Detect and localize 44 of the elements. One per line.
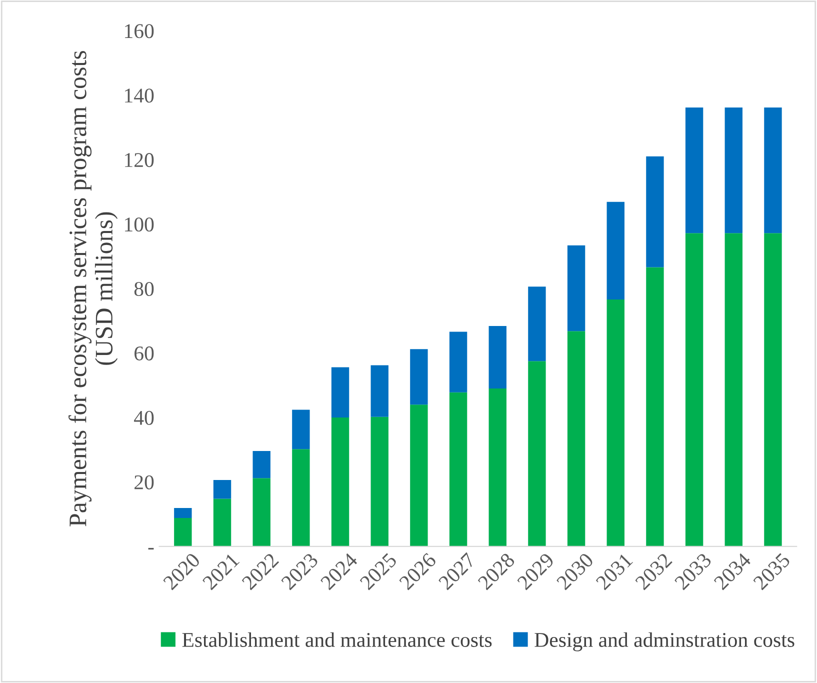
- bar: [252, 478, 270, 546]
- bar: [331, 417, 350, 546]
- legend-label: Design and adminstration costs: [534, 632, 794, 652]
- bar: [213, 480, 232, 499]
- bar: [410, 349, 428, 405]
- bar: [528, 361, 546, 546]
- bar: [724, 233, 742, 546]
- bar: [252, 451, 270, 478]
- bar: [567, 245, 586, 332]
- bar: [685, 233, 704, 546]
- bar: [764, 107, 782, 234]
- bar: [764, 233, 782, 546]
- bar: [449, 332, 468, 392]
- bar: [488, 326, 506, 388]
- bar: [685, 107, 704, 234]
- bar: [331, 367, 350, 418]
- y-tick-label: 100: [125, 217, 154, 232]
- y-tick-label: 20: [134, 475, 154, 490]
- bar: [292, 449, 310, 546]
- bar: [528, 286, 546, 362]
- bar: [213, 498, 232, 546]
- y-tick-label: 80: [134, 282, 154, 296]
- bar: [292, 410, 310, 450]
- legend-label: Establishment and maintenance costs: [182, 632, 492, 647]
- bar: [646, 267, 664, 546]
- y-tick-label: 40: [134, 410, 154, 425]
- bar: [606, 202, 624, 300]
- bar: [410, 404, 428, 546]
- bar: [488, 388, 506, 546]
- bar: [370, 416, 388, 546]
- bar: [174, 508, 192, 518]
- bar: [724, 107, 742, 234]
- bar: [606, 300, 624, 546]
- bar: [370, 365, 388, 417]
- y-tick-label: 120: [125, 153, 154, 168]
- bar: [449, 392, 468, 546]
- bar: [174, 518, 192, 546]
- y-tick-label: -: [148, 548, 154, 550]
- y-tick-label: 140: [125, 88, 154, 103]
- bar: [646, 156, 664, 268]
- y-axis-title: Payments for ecosystem services program costs (USD millions): [68, 50, 118, 526]
- bar: [567, 331, 586, 546]
- y-tick-label: 160: [125, 24, 154, 38]
- y-tick-label: 60: [134, 346, 154, 360]
